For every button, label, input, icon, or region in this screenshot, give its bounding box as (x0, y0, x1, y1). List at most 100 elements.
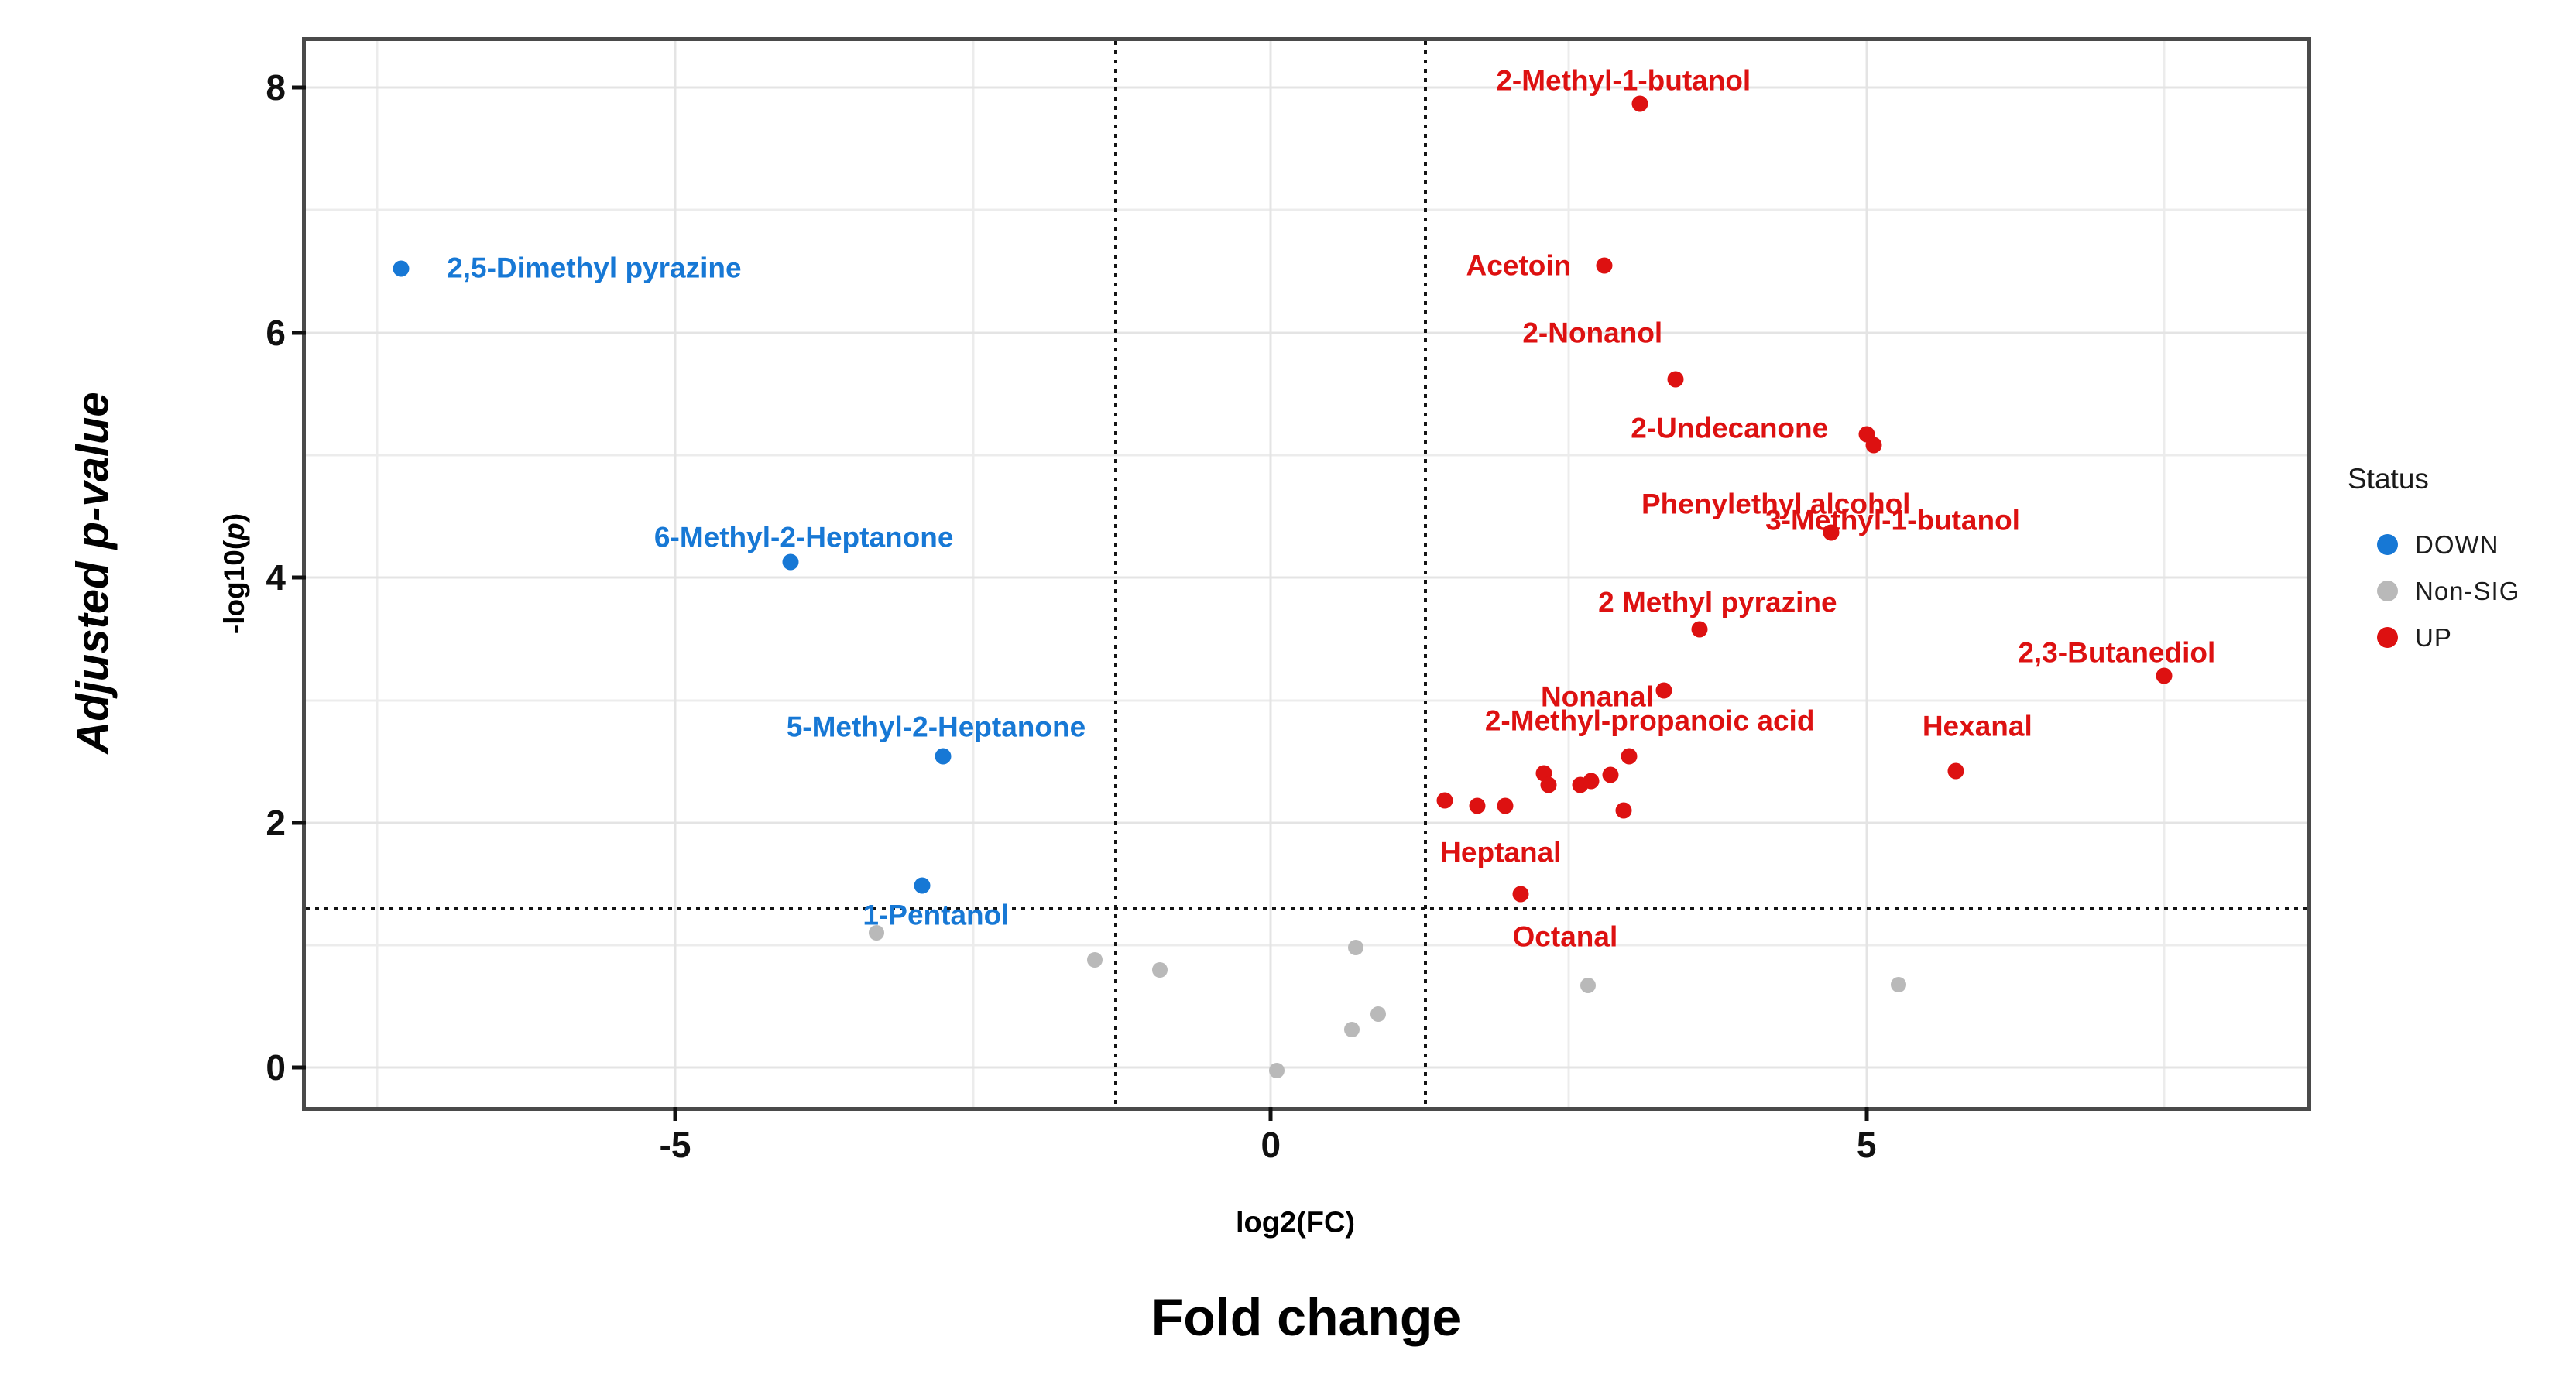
data-point-up (1655, 682, 1672, 699)
data-point-up (1512, 886, 1529, 903)
compound-label: 2,5-Dimethyl pyrazine (447, 252, 742, 284)
x-axis-tick-label: 0 (1261, 1125, 1281, 1165)
data-point-up (1497, 797, 1514, 814)
compound-label: Nonanal (1540, 680, 1654, 713)
data-point-non-sig (1370, 1006, 1386, 1022)
data-point-up (1596, 257, 1613, 274)
y-axis-tick-label: 6 (266, 312, 286, 353)
legend-item-label: DOWN (2415, 529, 2499, 559)
legend-item-label: Non-SIG (2415, 576, 2520, 605)
legend-item-up: UP (2377, 623, 2519, 651)
y-major-gridline (306, 331, 2307, 334)
y-axis-tick-label: 8 (266, 67, 286, 108)
y-axis-tick-label: 0 (266, 1047, 286, 1088)
data-point-up (1667, 371, 1684, 388)
y-major-gridline (306, 86, 2307, 89)
x-axis-tick (1268, 1107, 1273, 1121)
data-point-down (393, 260, 410, 277)
legend-item-down: DOWN (2377, 530, 2519, 558)
compound-label: 2-Methyl-1-butanol (1496, 64, 1751, 97)
data-point-up (1865, 437, 1882, 454)
y-axis-title: Adjusted p-value (67, 392, 118, 754)
data-point-non-sig (1086, 952, 1103, 968)
data-point-up (1436, 792, 1453, 809)
y-major-gridline (306, 1066, 2307, 1069)
compound-label: 6-Methyl-2-Heptanone (653, 521, 954, 553)
y-major-gridline (306, 576, 2307, 579)
legend-title: Status (2348, 463, 2429, 495)
compound-label: 2-Undecanone (1631, 412, 1829, 444)
x-minor-gridline (2163, 41, 2166, 1107)
data-point-down (782, 553, 799, 571)
up-marker-icon (2377, 626, 2398, 648)
data-point-up (1631, 95, 1648, 112)
x-major-gridline (674, 41, 677, 1107)
legend: Status DOWN Non-SIG UP (2337, 462, 2519, 651)
x-major-gridline (1269, 41, 1272, 1107)
x-axis-tick (1864, 1107, 1869, 1121)
compound-label: 3-Methyl-1-butanol (1765, 504, 2020, 536)
compound-label: Heptanal (1440, 836, 1562, 869)
compound-label: Phenylethyl alcohol (1641, 488, 1911, 520)
data-point-non-sig (1347, 940, 1363, 956)
compound-label: Hexanal (1922, 710, 2032, 742)
data-point-non-sig (1152, 961, 1168, 978)
x-minor-gridline (1567, 41, 1570, 1107)
compound-label: Octanal (1512, 920, 1618, 953)
x-axis-tick (673, 1107, 677, 1121)
compound-label: 2-Nonanol (1522, 317, 1663, 349)
y-axis-tick (292, 1065, 306, 1070)
compound-label: 2 Methyl pyrazine (1598, 586, 1837, 618)
compound-label: Acetoin (1466, 249, 1572, 282)
x-minor-gridline (972, 41, 975, 1107)
y-axis-tick-label: 4 (266, 557, 286, 598)
plot-panel: -5 0 5 0 2 4 6 8 2,5-Dimethyl pyrazine 6-Methyl-2… (266, 37, 2311, 1163)
y-axis-tick (292, 331, 306, 335)
y-axis-inner-label: -log10(p) (218, 512, 250, 635)
data-point-up (1823, 524, 1840, 541)
data-point-up (1947, 762, 1964, 780)
down-marker-icon (2377, 533, 2398, 555)
y-axis-tick (292, 821, 306, 825)
y-axis-tick (292, 575, 306, 580)
y-minor-gridline (306, 208, 2307, 211)
x-axis-tick-label: -5 (659, 1125, 691, 1165)
y-minor-gridline (306, 454, 2307, 457)
y-minor-gridline (306, 699, 2307, 702)
x-major-gridline (1865, 41, 1868, 1107)
y-axis-tick-label: 2 (266, 802, 286, 843)
data-point-non-sig (1580, 978, 1596, 994)
data-point-up (1540, 776, 1557, 793)
data-point-down (935, 748, 952, 765)
data-point-up (1583, 773, 1600, 790)
data-point-non-sig (869, 925, 885, 941)
data-point-non-sig (1891, 976, 1907, 992)
data-point-up (2156, 667, 2173, 684)
x-minor-gridline (376, 41, 379, 1107)
compound-label: 5-Methyl-2-Heptanone (786, 711, 1086, 743)
data-point-up (1691, 621, 1708, 638)
legend-item-nonsig: Non-SIG (2377, 577, 2519, 605)
data-point-down (914, 877, 930, 894)
data-point-up (1469, 797, 1486, 814)
fold-change-threshold-line (1424, 41, 1428, 1107)
data-point-up (1621, 748, 1638, 765)
data-point-up (1602, 766, 1619, 783)
y-minor-gridline (306, 944, 2307, 947)
pvalue-threshold-line (306, 906, 2307, 910)
x-axis-title: Fold change (1151, 1288, 1462, 1347)
fold-change-threshold-line (1114, 41, 1118, 1107)
data-point-non-sig (1343, 1022, 1360, 1038)
y-major-gridline (306, 821, 2307, 824)
x-axis-inner-label: log2(FC) (1235, 1206, 1356, 1239)
nonsig-marker-icon (2377, 580, 2398, 601)
data-point-up (1615, 802, 1632, 819)
x-axis-tick-label: 5 (1856, 1125, 1877, 1165)
compound-label: 1-Pentanol (863, 899, 1010, 930)
legend-item-label: UP (2415, 622, 2452, 652)
y-axis-tick (292, 85, 306, 90)
data-point-non-sig (1269, 1062, 1285, 1078)
compound-label: 2,3-Butanediol (2018, 636, 2216, 669)
compound-label: 2-Methyl-propanoic acid (1484, 704, 1815, 737)
